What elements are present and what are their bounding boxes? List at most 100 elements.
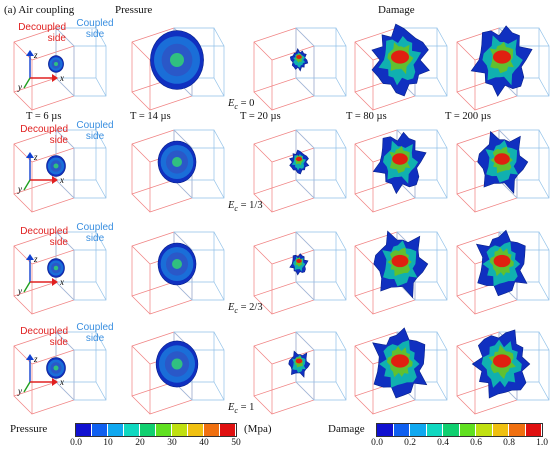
coupled-side-word: side (85, 233, 105, 244)
pressure-wave-shape (157, 140, 197, 184)
decoupled-side-word: side (47, 33, 66, 44)
ec-value: = 2/3 (237, 302, 263, 313)
ec-symbol: E (228, 98, 235, 109)
sim-cell-r2-c1: z x y (13, 129, 107, 213)
colorbar-tick: 50 (231, 438, 241, 448)
axes-icon: z x y (17, 254, 64, 296)
coupled-word: Coupled (76, 222, 114, 233)
colorbar-tick: 0.8 (503, 438, 515, 448)
colorbar-segment (492, 424, 509, 436)
svg-text:x: x (59, 175, 64, 185)
sim-cell-r2-c4 (354, 129, 448, 213)
pressure-wave-shape (150, 30, 204, 90)
pressure-wave-shape (46, 357, 66, 379)
colorbar-tick: 1.0 (536, 438, 548, 448)
colorbar-segment (108, 424, 124, 436)
ec-value: = 0 (237, 98, 255, 109)
ec-label: Ec = 0 (228, 98, 254, 111)
damage-zone-shape (471, 329, 531, 399)
pressure-wave-shape (48, 55, 64, 73)
decoupled-word: Decoupled (20, 124, 68, 135)
ec-symbol: E (228, 302, 235, 313)
sim-cell-r1-c5 (456, 25, 550, 111)
sim-cell-r3-c4 (354, 230, 448, 315)
svg-text:y: y (17, 184, 22, 194)
sim-cell-r1-c4 (354, 23, 448, 111)
svg-text:x: x (59, 277, 64, 287)
sim-cell-r4-c5 (456, 329, 550, 415)
ec-sub: c (234, 306, 238, 316)
svg-text:z: z (33, 354, 38, 364)
svg-text:x: x (59, 73, 64, 83)
colorbar-segment (443, 424, 460, 436)
colorbar-tick: 10 (103, 438, 113, 448)
colorbar-segment (393, 424, 410, 436)
damage-zone-shape (475, 229, 528, 297)
colorbar-segment (172, 424, 188, 436)
time-label: T = 200 µs (445, 111, 491, 122)
colorbar-segment (76, 424, 92, 436)
damage-colorbar (376, 423, 543, 437)
svg-text:x: x (59, 377, 64, 387)
decoupled-word: Decoupled (20, 326, 68, 337)
ec-sub: c (234, 204, 238, 214)
decoupled-side-label: Decoupled side (4, 326, 68, 348)
ec-value: = 1/3 (237, 200, 263, 211)
ec-value: = 1 (237, 402, 255, 413)
damage-zone-shape (470, 25, 533, 97)
damage-zone-shape (289, 253, 309, 276)
colorbar-segment (525, 424, 542, 436)
colorbar-tick: 30 (167, 438, 177, 448)
colorbar-segment (377, 424, 394, 436)
coupled-side-label: Coupled side (70, 322, 120, 344)
sim-cell-r4-c2 (131, 331, 225, 415)
decoupled-side-label: Decoupled side (4, 124, 68, 146)
sim-cell-r2-c5 (456, 129, 550, 213)
colorbar-segment (410, 424, 427, 436)
sim-cell-r3-c2 (131, 231, 225, 315)
wireframe-boxes (13, 27, 107, 111)
time-label: T = 80 µs (346, 111, 387, 122)
coupled-side-word: side (85, 131, 105, 142)
axes-icon: z x y (17, 50, 64, 92)
damage-zone-shape (372, 131, 427, 195)
wireframe-boxes (253, 231, 347, 315)
svg-text:z: z (33, 254, 38, 264)
pressure-wave-shape (157, 242, 197, 286)
coupled-side-word: side (85, 29, 105, 40)
coupled-side-label: Coupled side (70, 18, 120, 40)
time-label: T = 20 µs (240, 111, 281, 122)
axes-icon: z x y (17, 152, 64, 194)
sim-cell-r1-c2 (131, 27, 225, 111)
damage-zone-shape (288, 350, 311, 378)
colorbar-segment (220, 424, 236, 436)
sim-cell-r3-c3 (253, 231, 347, 315)
colorbar-segment (92, 424, 108, 436)
damage-bar-title: Damage (328, 423, 365, 435)
decoupled-side-word: side (49, 237, 68, 248)
ec-sub: c (234, 406, 238, 416)
decoupled-side-label: Decoupled side (4, 226, 68, 248)
ec-label: Ec = 2/3 (228, 302, 263, 315)
svg-text:z: z (33, 50, 38, 60)
colorbar-segment (459, 424, 476, 436)
pressure-bar-unit: (Mpa) (244, 423, 272, 435)
damage-header: Damage (378, 4, 415, 16)
ec-symbol: E (228, 200, 235, 211)
pressure-header: Pressure (115, 4, 153, 16)
sim-cell-r3-c5 (456, 229, 550, 315)
svg-text:y: y (17, 82, 22, 92)
damage-zone-shape (373, 230, 429, 299)
colorbar-tick: 0.2 (404, 438, 416, 448)
coupled-side-word: side (85, 333, 105, 344)
ec-symbol: E (228, 402, 235, 413)
ec-sub: c (234, 102, 238, 112)
colorbar-segment (140, 424, 156, 436)
sim-cell-r4-c3 (253, 331, 347, 415)
coupled-word: Coupled (76, 18, 114, 29)
damage-zone-shape (289, 149, 310, 175)
damage-zone-shape (372, 327, 428, 399)
colorbar-segment (509, 424, 526, 436)
svg-text:z: z (33, 152, 38, 162)
svg-text:y: y (17, 386, 22, 396)
